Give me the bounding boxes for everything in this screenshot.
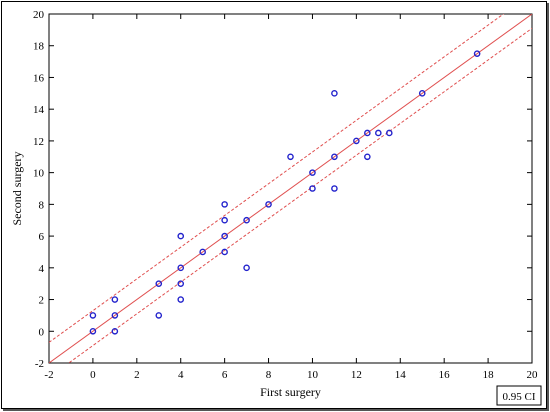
y-tick-label: 20 xyxy=(33,9,45,21)
data-point xyxy=(221,201,228,208)
data-point xyxy=(473,50,481,57)
data-point xyxy=(177,280,185,287)
legend-ci-label: 0.95 CI xyxy=(503,391,536,403)
regression-line xyxy=(49,14,532,363)
data-point xyxy=(331,185,338,192)
data-point xyxy=(89,327,97,335)
y-tick-label: 10 xyxy=(33,168,45,180)
data-point xyxy=(111,327,119,335)
data-point xyxy=(89,312,97,319)
x-tick-label: 4 xyxy=(178,369,184,381)
data-point xyxy=(331,90,338,97)
x-tick-label: 14 xyxy=(395,369,407,381)
data-point xyxy=(309,169,316,176)
x-tick-label: 2 xyxy=(134,369,140,381)
x-axis-label: First surgery xyxy=(260,385,321,399)
ticks xyxy=(48,13,533,364)
y-tick-label: 8 xyxy=(39,199,45,211)
y-tick-label: 12 xyxy=(33,136,44,148)
data-point xyxy=(243,216,250,224)
x-tick-label: 16 xyxy=(439,369,451,381)
data-point xyxy=(221,216,228,224)
y-tick-label: 18 xyxy=(33,41,45,53)
data-point xyxy=(331,153,338,161)
data-point xyxy=(353,137,360,145)
x-tick-label: 20 xyxy=(527,369,539,381)
y-tick-label: 4 xyxy=(39,263,45,275)
y-tick-label: 6 xyxy=(39,231,45,243)
data-points xyxy=(89,50,481,335)
y-axis-label: Second surgery xyxy=(10,151,24,225)
data-point xyxy=(265,201,272,208)
data-point xyxy=(287,153,294,161)
data-point xyxy=(221,232,228,240)
plot-area xyxy=(48,13,533,364)
data-point xyxy=(221,248,228,256)
ci-upper-line xyxy=(49,14,505,343)
data-point xyxy=(199,248,206,256)
data-point xyxy=(309,185,316,192)
data-point xyxy=(385,129,393,137)
x-tick-label: 0 xyxy=(90,369,96,381)
tick-labels: -2 0 2 4 6 8 10 12 14 16 18 20 -2 0 2 4 6 8 10 12 14 16 18 20 xyxy=(33,9,538,381)
y-tick-label: 16 xyxy=(33,72,45,84)
y-tick-label: 0 xyxy=(39,326,45,338)
data-point xyxy=(418,90,426,97)
y-tick-label: 2 xyxy=(39,295,45,307)
x-tick-label: 10 xyxy=(307,369,319,381)
data-point xyxy=(155,280,163,287)
x-tick-label: 6 xyxy=(222,369,228,381)
x-tick-label: 8 xyxy=(266,369,272,381)
data-point xyxy=(243,264,250,272)
data-point xyxy=(177,296,185,303)
regression-lines xyxy=(49,14,532,363)
data-point xyxy=(111,296,119,303)
data-point xyxy=(155,312,163,319)
x-tick-label: -2 xyxy=(44,369,53,381)
data-point xyxy=(177,232,185,240)
x-tick-label: 12 xyxy=(351,369,362,381)
y-tick-label: -2 xyxy=(35,358,44,370)
y-tick-label: 14 xyxy=(33,104,45,116)
data-point xyxy=(177,264,185,272)
data-point xyxy=(111,312,119,319)
legend-box xyxy=(496,385,542,406)
x-tick-label: 18 xyxy=(483,369,495,381)
data-point xyxy=(375,129,382,137)
data-point xyxy=(364,129,371,137)
data-point xyxy=(364,153,371,161)
ci-lower-line xyxy=(67,27,532,363)
